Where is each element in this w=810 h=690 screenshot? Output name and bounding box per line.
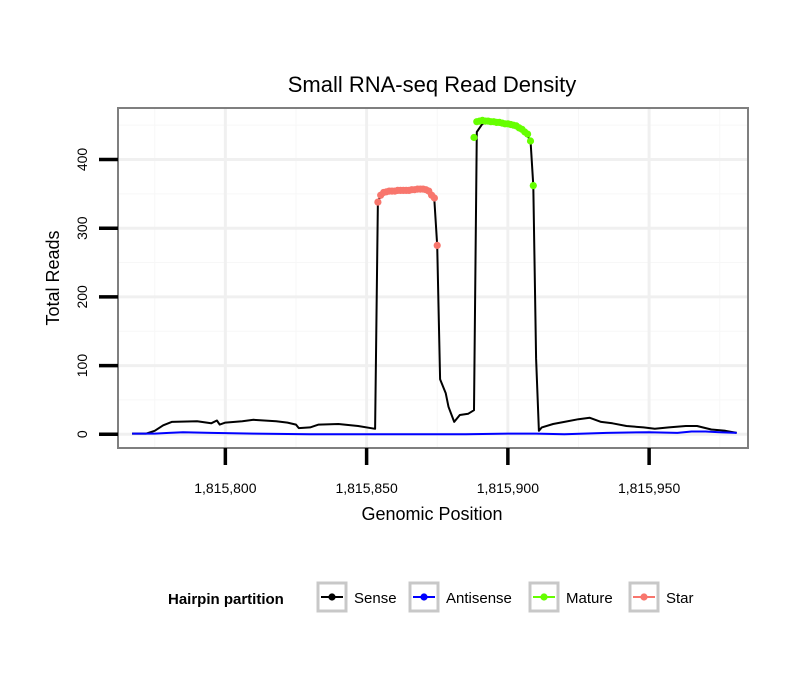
legend-entry-sense: Sense [316, 581, 397, 613]
mature-data-point [524, 130, 532, 138]
legend-entry-mature: Mature [528, 581, 613, 613]
chart-title: Small RNA-seq Read Density [288, 72, 577, 97]
legend-key-point [640, 593, 648, 601]
x-axis-ticks: 1,815,800 1,815,850 1,815,900 1,815,950 [194, 448, 680, 496]
mature-data-point [526, 137, 535, 145]
legend-key-point [328, 593, 336, 601]
y-tick-label: 0 [74, 430, 90, 438]
legend-label: Star [666, 590, 694, 607]
plot-border [117, 107, 749, 449]
mature-data-point [470, 133, 478, 142]
legend-key-point [540, 593, 548, 601]
legend-label: Sense [354, 590, 397, 607]
y-tick-label: 400 [74, 148, 90, 172]
x-tick-label: 1,815,850 [335, 480, 397, 496]
mature-data-point [529, 182, 537, 190]
x-tick-label: 1,815,800 [194, 480, 256, 496]
y-tick-label: 100 [74, 354, 90, 378]
x-axis-title: Genomic Position [361, 504, 502, 524]
y-tick-label: 300 [74, 216, 90, 240]
x-tick-label: 1,815,950 [618, 480, 680, 496]
star-data-point [374, 198, 382, 206]
legend-entry-star: Star [628, 581, 694, 613]
legend-label: Antisense [446, 590, 512, 607]
series-lines [132, 120, 737, 436]
grid-lines [118, 108, 748, 448]
star-data-point [430, 194, 438, 202]
star-data-point [433, 241, 441, 249]
y-axis-ticks: 0 100 200 300 400 [74, 148, 118, 438]
legend: Hairpin partition Sense Antisense Mature St… [168, 581, 694, 613]
plot-panel [118, 108, 748, 448]
y-tick-label: 200 [74, 285, 90, 309]
y-axis-title: Total Reads [43, 230, 63, 325]
legend-entry-antisense: Antisense [408, 581, 512, 613]
x-tick-label: 1,815,900 [477, 480, 539, 496]
legend-title: Hairpin partition [168, 591, 284, 608]
antisense-series-line [132, 430, 737, 436]
series-points [374, 116, 537, 249]
legend-key-point [420, 593, 428, 601]
legend-label: Mature [566, 590, 613, 607]
sense-series-line [132, 120, 737, 435]
